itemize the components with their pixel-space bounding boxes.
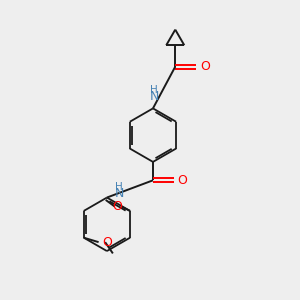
Text: H: H [150, 85, 158, 95]
Text: O: O [103, 236, 112, 249]
Text: O: O [112, 200, 122, 213]
Text: N: N [114, 187, 124, 200]
Text: O: O [178, 174, 188, 187]
Text: O: O [200, 60, 210, 73]
Text: N: N [149, 90, 159, 103]
Text: H: H [115, 182, 123, 192]
